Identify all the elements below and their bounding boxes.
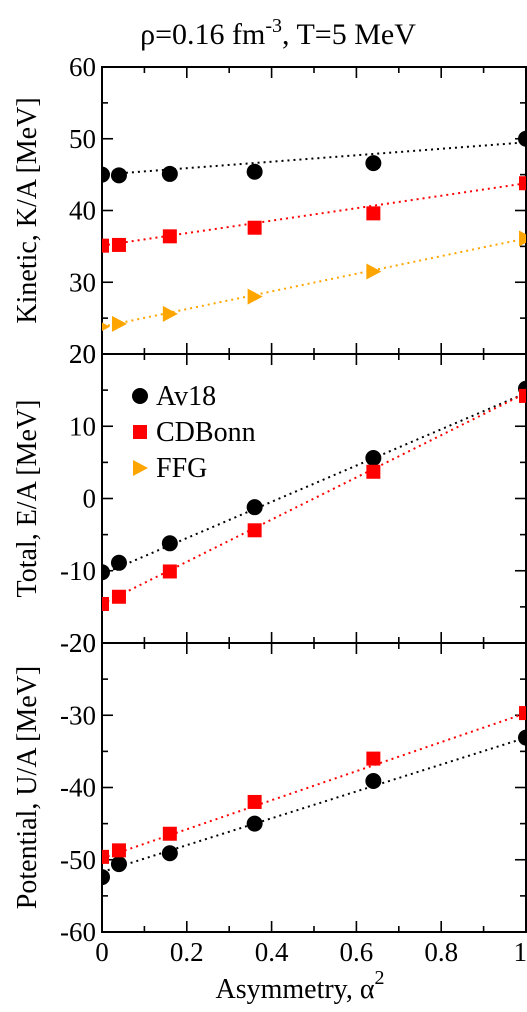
data-point-av18	[365, 155, 382, 172]
y-tick-label: 40	[69, 196, 96, 226]
x-tick-label: 1	[514, 937, 527, 967]
panel-top: 20 30 40 50 60 Kinetic, K/A [MeV]	[12, 52, 527, 369]
legend: Av18 CDBonn FFG	[132, 381, 256, 484]
data-point-av18	[102, 869, 110, 886]
x-tick-label: 0	[95, 937, 109, 967]
y-tick-label: -50	[60, 845, 96, 875]
data-point-av18	[161, 845, 178, 862]
plot-area	[102, 706, 526, 886]
data-point-cdbonn	[366, 751, 381, 766]
title-main: ρ=0.16 fm	[140, 18, 265, 51]
legend-label-av18: Av18	[156, 381, 216, 412]
series-cdbonn	[102, 388, 526, 611]
legend-marker-av18	[132, 388, 148, 404]
data-point-cdbonn	[247, 794, 262, 809]
plot-area	[102, 380, 526, 611]
plot-area	[102, 130, 526, 332]
data-point-cdbonn	[519, 706, 526, 721]
data-point-ffg	[111, 315, 127, 332]
series-cdbonn	[102, 706, 526, 864]
fit-line-av18	[102, 736, 526, 873]
series-cdbonn	[102, 176, 526, 253]
data-point-av18	[365, 772, 382, 789]
data-point-cdbonn	[162, 826, 177, 841]
y-tick-label: 30	[69, 267, 96, 297]
data-point-av18	[102, 166, 110, 183]
data-point-ffg	[102, 322, 110, 332]
data-point-av18	[518, 729, 526, 746]
data-point-cdbonn	[111, 843, 126, 858]
legend-marker-ffg	[133, 460, 148, 476]
data-point-ffg	[366, 263, 382, 280]
data-point-av18	[246, 815, 263, 832]
fit-line-av18	[102, 141, 526, 176]
figure-title: ρ=0.16 fm-3, T=5 MeV	[140, 15, 416, 51]
x-tick-label: 0.8	[424, 937, 458, 967]
data-point-cdbonn	[111, 237, 126, 252]
data-point-av18	[110, 856, 127, 873]
x-axis-label: Asymmetry, α2	[215, 967, 384, 1005]
data-point-cdbonn	[102, 238, 109, 253]
y-tick-label: -10	[60, 556, 96, 586]
x-tick-label: 0.4	[255, 937, 289, 967]
y-tick-label: 50	[69, 124, 96, 154]
data-point-cdbonn	[519, 388, 526, 403]
data-point-av18	[110, 554, 127, 571]
y-axis-label: Potential, U/A [MeV]	[12, 666, 43, 909]
data-point-cdbonn	[162, 564, 177, 579]
legend-label-ffg: FFG	[156, 453, 207, 484]
title-suffix: , T=5 MeV	[282, 18, 416, 51]
legend-marker-cdbonn	[133, 425, 147, 439]
fit-line-cdbonn	[102, 712, 526, 860]
series-av18	[102, 729, 526, 886]
y-tick-label: -40	[60, 773, 96, 803]
y-tick-label: -20	[60, 628, 96, 658]
data-point-ffg	[519, 230, 526, 247]
data-point-cdbonn	[366, 206, 381, 221]
data-point-av18	[102, 564, 110, 581]
data-point-cdbonn	[162, 229, 177, 244]
x-axis-label-superscript: 2	[375, 967, 385, 989]
y-tick-label: 0	[83, 484, 97, 514]
y-tick-label: -20	[60, 628, 96, 658]
data-point-cdbonn	[247, 220, 262, 235]
data-point-ffg	[162, 305, 178, 322]
fit-line-av18	[102, 392, 526, 576]
panel-frame	[101, 642, 527, 933]
data-point-ffg	[247, 288, 263, 305]
y-tick-label: -30	[60, 700, 96, 730]
data-point-av18	[161, 535, 178, 552]
panel-bottom: -60 -50 -40 -30 -20 0 0.2 0.4 0.6 0.8 1 Potential, …	[12, 628, 527, 967]
x-axis-label-text: Asymmetry, α	[215, 974, 374, 1005]
y-tick-label: 20	[69, 339, 96, 369]
data-point-cdbonn	[102, 849, 109, 864]
data-point-cdbonn	[366, 464, 381, 479]
data-point-cdbonn	[111, 589, 126, 604]
y-tick-label: -60	[60, 917, 96, 947]
x-tick-label: 0.6	[340, 937, 374, 967]
data-point-av18	[161, 165, 178, 182]
y-tick-label: 20	[69, 339, 96, 369]
y-tick-label: 10	[69, 411, 96, 441]
data-point-cdbonn	[247, 523, 262, 538]
series-ffg	[102, 230, 526, 332]
x-tick-label: 0.2	[170, 937, 204, 967]
data-point-av18	[110, 167, 127, 184]
data-point-av18	[518, 130, 526, 147]
y-axis-label: Kinetic, K/A [MeV]	[12, 97, 43, 323]
data-point-cdbonn	[519, 176, 526, 191]
data-point-av18	[365, 450, 382, 467]
title-superscript: -3	[265, 15, 282, 37]
panel-middle: -20 -10 0 10 20 Total, E/A [MeV]	[12, 339, 527, 658]
series-av18	[102, 130, 526, 184]
y-axis-label: Total, E/A [MeV]	[12, 400, 43, 598]
data-point-av18	[246, 163, 263, 180]
data-point-cdbonn	[102, 596, 109, 611]
y-tick-label: 60	[69, 52, 96, 82]
data-point-av18	[246, 499, 263, 516]
legend-label-cdbonn: CDBonn	[156, 417, 256, 448]
